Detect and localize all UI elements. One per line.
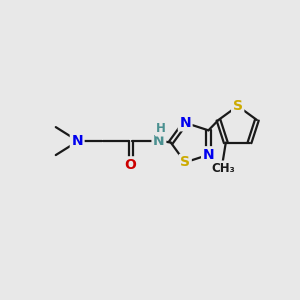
Text: N: N bbox=[153, 134, 165, 148]
Text: O: O bbox=[125, 158, 136, 172]
Text: CH₃: CH₃ bbox=[211, 162, 235, 175]
Text: H: H bbox=[156, 122, 166, 135]
Text: N: N bbox=[202, 148, 214, 162]
Text: S: S bbox=[180, 155, 190, 170]
Text: N: N bbox=[71, 134, 83, 148]
Text: S: S bbox=[233, 99, 243, 113]
Text: N: N bbox=[179, 116, 191, 130]
